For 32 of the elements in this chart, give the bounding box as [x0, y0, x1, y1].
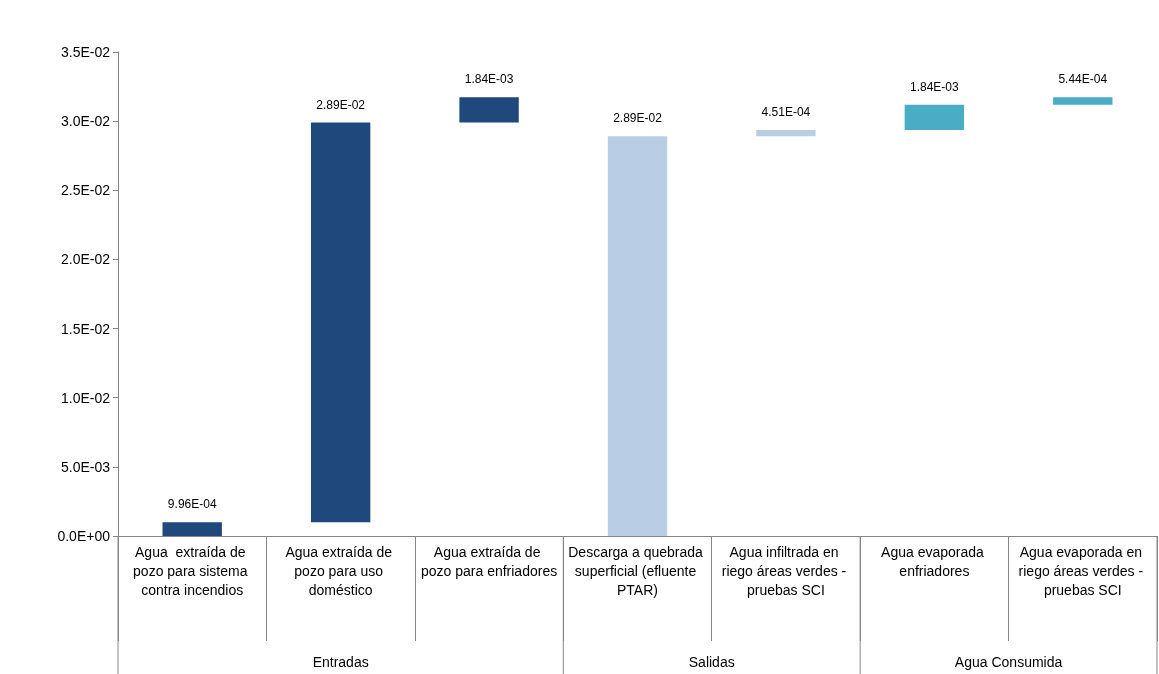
data-label: 1.84E-03	[464, 72, 514, 87]
x-tick-label: Agua extraída de pozo para enfriadores	[420, 543, 558, 579]
bar	[459, 97, 519, 123]
text: Salidas	[688, 654, 735, 670]
y-tick-label: 3.5E-02	[60, 44, 111, 60]
data-label: 5.44E-04	[1058, 72, 1108, 87]
data-label: 9.96E-04	[167, 497, 217, 512]
text: Entradas	[312, 654, 369, 670]
bar	[904, 104, 965, 131]
bar	[607, 136, 668, 536]
bar	[756, 130, 816, 137]
y-tick-label: 1.5E-02	[60, 320, 111, 337]
text: Agua Consumida	[954, 654, 1063, 670]
x-tick-label: Descarga a quebrada superficial (efluente PTAR)	[568, 543, 707, 598]
x-tick-label: Agua infiltrada en riego áreas verdes - pruebas SCI	[721, 543, 851, 598]
data-label: 4.51E-04	[761, 105, 811, 120]
y-tick-label: 2.0E-02	[60, 251, 111, 268]
x-tick-label: Agua extraída de pozo para uso doméstico	[285, 543, 396, 598]
x-tick-label: Agua extraída de pozo para sistema contra incendios	[133, 543, 252, 598]
y-tick-label: 0.0E+00	[57, 528, 111, 544]
bar	[310, 122, 371, 523]
data-label: 2.89E-02	[316, 97, 366, 112]
x-tick-label: Agua evaporada enfriadores	[881, 543, 988, 579]
x-tick-label: Agua evaporada en riego áreas verdes - pruebas SCI	[1018, 543, 1147, 598]
data-label: 2.89E-02	[613, 111, 663, 126]
bar	[1053, 97, 1113, 105]
y-tick-label: 3.0E-02	[60, 113, 111, 130]
data-label: 1.84E-03	[910, 79, 960, 94]
y-tick-label: 1.0E-02	[60, 389, 111, 406]
y-tick-label: 5.0E-03	[60, 458, 111, 475]
y-tick-label: 2.5E-02	[60, 182, 111, 199]
bar	[162, 522, 222, 536]
